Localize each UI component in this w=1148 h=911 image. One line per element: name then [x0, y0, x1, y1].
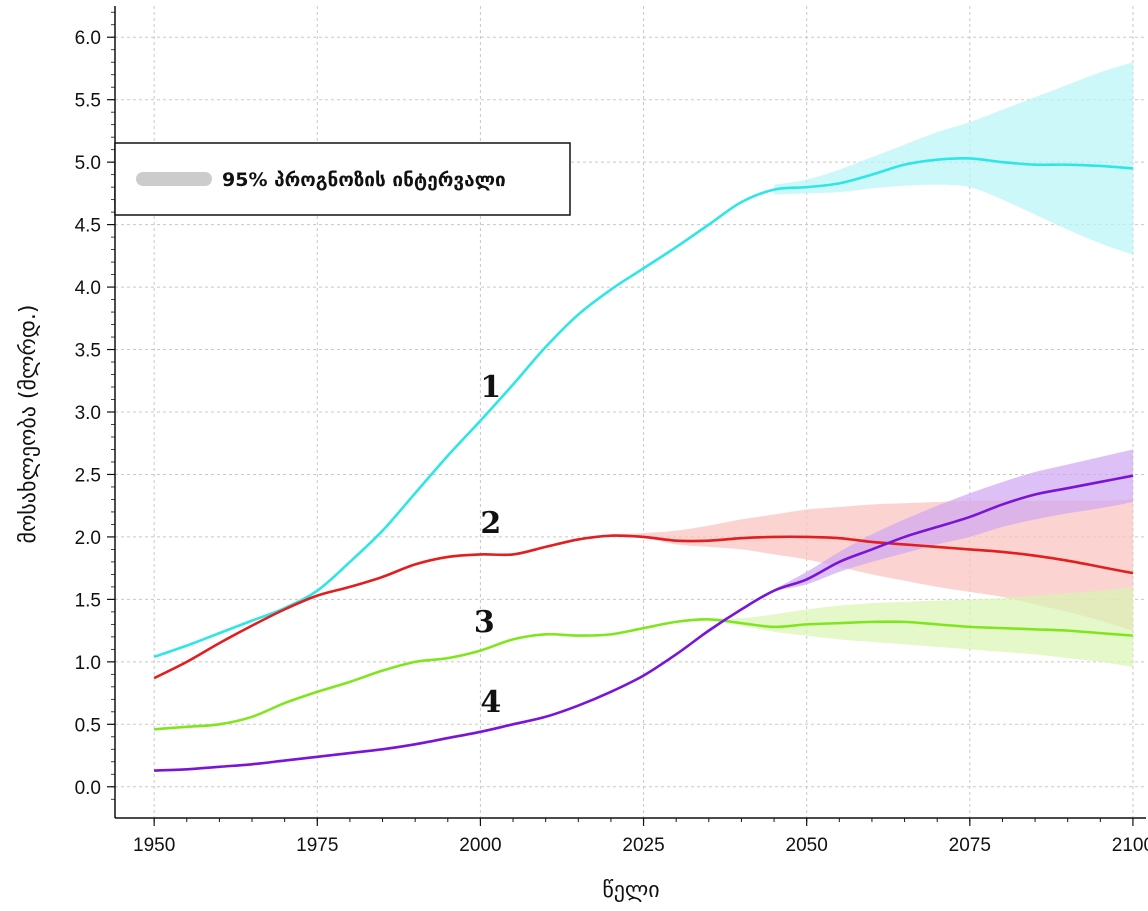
x-tick-label: 2050: [786, 835, 828, 856]
prediction-bands: [610, 62, 1133, 667]
series-label-1: 1: [480, 370, 501, 405]
line-series-4: [154, 474, 1134, 772]
series-labels: 1 2 3 4: [474, 370, 501, 720]
x-tick-label: 2075: [949, 835, 991, 856]
band-series-3: [708, 586, 1133, 667]
line-series-2: [153, 534, 1134, 680]
x-tick-label: 1950: [133, 835, 175, 856]
y-tick-label: 3.0: [75, 403, 101, 424]
y-tick-label: 2.5: [75, 465, 101, 486]
line-series-3: [154, 618, 1134, 731]
line-series-1: [153, 156, 1134, 659]
series-label-3: 3: [474, 605, 495, 640]
series-lines: [153, 156, 1134, 772]
x-tick-label: 2000: [459, 835, 501, 856]
y-tick-label: 4.5: [75, 216, 101, 237]
legend: 95% პროგნოზის ინტერვალი: [114, 142, 571, 216]
x-tick-label: 1975: [296, 835, 338, 856]
y-axis-ticks: 0.0 0.5 1.0 1.5 2.0 2.5 3.0 3.5 4.0 4.5 5.0 5.5 6.0: [75, 11, 115, 800]
y-tick-label: 5.0: [75, 153, 101, 174]
y-tick-label: 1.5: [75, 590, 101, 611]
series-label-4: 4: [480, 685, 501, 720]
band-series-4: [741, 449, 1133, 610]
y-tick-label: 3.5: [75, 341, 101, 362]
y-tick-label: 4.0: [75, 278, 101, 299]
band-series-2: [610, 499, 1133, 631]
y-axis-label: მოსახლეობა (მლრდ.): [16, 305, 41, 544]
y-tick-label: 2.0: [75, 528, 101, 549]
series-label-2: 2: [480, 506, 501, 541]
y-tick-label: 0.5: [75, 715, 101, 736]
y-tick-label: 6.0: [75, 28, 101, 49]
x-axis-label: წელი: [602, 878, 659, 903]
y-tick-label: 1.0: [75, 653, 101, 674]
y-tick-label: 0.0: [75, 778, 101, 799]
x-tick-label: 2025: [622, 835, 664, 856]
y-tick-label: 5.5: [75, 91, 101, 112]
legend-label: 95% პროგნოზის ინტერვალი: [222, 169, 506, 191]
